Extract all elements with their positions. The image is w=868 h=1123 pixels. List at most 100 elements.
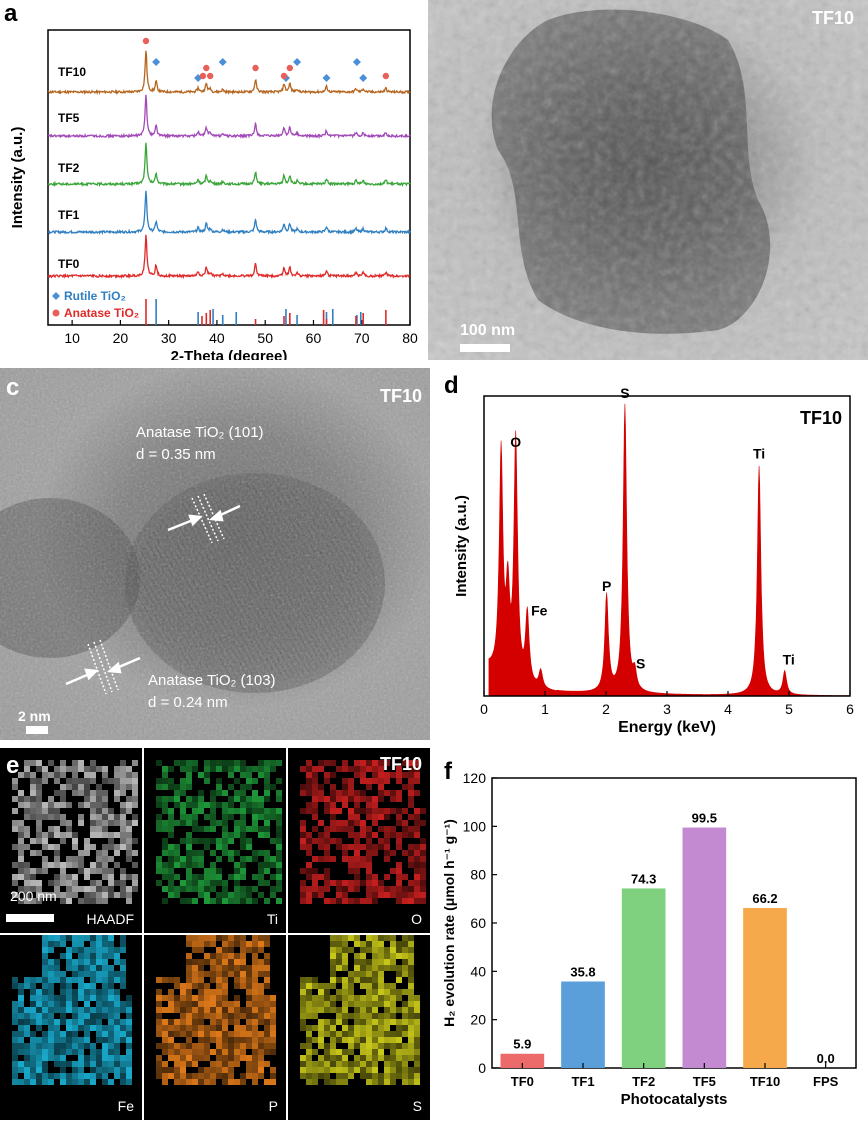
anatase-marker-6: [286, 64, 294, 72]
x-tick-label-a-2: 30: [161, 330, 177, 346]
eds-peak-label-2: P: [602, 578, 611, 594]
tem-sample-label-b: TF10: [811, 8, 854, 28]
map-pixels-haadf: [12, 760, 138, 904]
anatase-marker-7: [382, 72, 390, 80]
x-tick-label-f-tf0: TF0: [511, 1074, 534, 1089]
map-tile-label-haadf: HAADF: [86, 911, 134, 927]
x-tick-label-a-7: 80: [402, 330, 418, 346]
scale-bar-c: [26, 726, 48, 734]
rutile-marker-7: [359, 74, 368, 82]
legend-label-anatase: Anatase TiO₂: [64, 306, 139, 320]
x-tick-label-a-1: 20: [113, 330, 129, 346]
map-pixels-p: [156, 935, 276, 1085]
y-tick-label-f-1: 20: [470, 1012, 486, 1028]
bar-tf10: [743, 908, 787, 1068]
rutile-marker-0: [152, 58, 161, 66]
map-tile-label-ti: Ti: [266, 911, 278, 927]
panel-label-c: c: [6, 374, 20, 401]
series-label-tf2: TF2: [58, 161, 80, 175]
anatase-marker-2: [203, 64, 210, 72]
annotation-101-spacing: d = 0.35 nm: [136, 446, 216, 463]
map-tile-s: S: [288, 935, 430, 1120]
x-tick-label-d-2: 2: [602, 701, 610, 717]
hrtem-image-c: c TF10 Anatase TiO₂ (101) d = 0.35 nm An…: [0, 368, 430, 740]
rutile-marker-5: [322, 74, 331, 82]
panel-label-e: e: [6, 752, 20, 779]
x-tick-label-f-fps: FPS: [813, 1074, 839, 1089]
y-tick-label-f-6: 120: [463, 770, 487, 786]
bar-tf5: [682, 827, 727, 1068]
eds-peak-label-0: O: [510, 434, 521, 450]
legend-marker-rutile: [52, 292, 60, 300]
y-tick-label-f-0: 0: [478, 1060, 486, 1076]
x-tick-label-f-tf10: TF10: [750, 1074, 780, 1089]
y-tick-label-f-5: 100: [463, 818, 487, 834]
xrd-series-tf2: [47, 142, 411, 188]
bar-tf1: [561, 981, 605, 1068]
map-tile-label-fe: Fe: [117, 1098, 134, 1114]
y-tick-label-f-3: 60: [470, 915, 486, 931]
series-label-tf5: TF5: [58, 111, 80, 125]
x-tick-label-a-3: 40: [209, 330, 225, 346]
map-tile-ti: Ti: [144, 748, 286, 933]
x-axis-label-a: 2-Theta (degree): [171, 348, 288, 360]
scale-bar-label-b: 100 nm: [460, 322, 516, 339]
xrd-series-tf10: [47, 50, 411, 96]
anatase-marker-0: [142, 37, 150, 45]
anatase-marker-4: [252, 64, 259, 72]
x-tick-label-f-tf5: TF5: [693, 1074, 716, 1089]
x-tick-label-a-6: 70: [354, 330, 370, 346]
eds-chart: 0 1 2 3 4 5 6 Energy (keV) Intensity (a.u.) TF10 O…: [453, 385, 854, 736]
bar-value-label-fps: 0.0: [817, 1051, 835, 1066]
map-tile-fe: Fe: [0, 935, 142, 1120]
tem-image-b: TF10 100 nm: [428, 0, 868, 360]
y-axis-label-f: H₂ evolution rate (μmol h⁻¹ g⁻¹): [441, 819, 457, 1027]
anatase-marker-5: [280, 72, 288, 80]
annotation-101-plane: Anatase TiO₂ (101): [136, 424, 264, 441]
hrtem-sample-label-c: TF10: [379, 386, 422, 406]
x-tick-label-d-3: 3: [663, 701, 671, 717]
x-tick-label-d-0: 0: [480, 701, 488, 717]
rutile-marker-2: [218, 58, 227, 66]
x-tick-label-d-6: 6: [846, 701, 854, 717]
xrd-series-tf0: [47, 234, 411, 280]
maps-scale-bar: [6, 914, 54, 922]
y-axis-label-d: Intensity (a.u.): [453, 495, 470, 597]
eds-peak-label-1: Fe: [531, 602, 548, 618]
bar-value-label-tf10: 66.2: [752, 891, 777, 906]
eds-peak-label-4: S: [636, 655, 645, 671]
bar-value-label-tf2: 74.3: [631, 871, 656, 886]
y-tick-label-f-2: 40: [470, 963, 486, 979]
x-tick-label-d-1: 1: [541, 701, 549, 717]
scale-bar-b: [460, 344, 510, 352]
elemental-maps: e HAADF Ti O Fe P S TF10 200 nm: [0, 748, 430, 1122]
map-tile-o: O: [288, 748, 430, 933]
panel-label-a: a: [4, 0, 18, 27]
plot-frame-d: [483, 395, 851, 697]
x-tick-label-a-0: 10: [64, 330, 80, 346]
eds-peak-label-5: Ti: [753, 446, 765, 462]
legend-marker-anatase: [52, 309, 60, 317]
rutile-marker-4: [293, 58, 302, 66]
map-pixels-fe: [12, 935, 132, 1085]
xrd-chart: 10 20 30 40 50 60 70 80 2-Theta (degree) Intensit…: [9, 29, 418, 360]
bar-value-label-tf5: 99.5: [692, 811, 717, 826]
annotation-103-plane: Anatase TiO₂ (103): [148, 672, 276, 689]
map-pixels-ti: [156, 760, 282, 904]
map-tile-label-p: P: [268, 1098, 278, 1114]
annotation-103-spacing: d = 0.24 nm: [148, 694, 228, 711]
x-axis-label-d: Energy (keV): [618, 719, 716, 736]
eds-sample-label: TF10: [800, 408, 842, 428]
x-tick-label-d-5: 5: [785, 701, 793, 717]
map-tile-label-s: S: [412, 1098, 422, 1114]
maps-scale-bar-label: 200 nm: [10, 888, 57, 904]
map-tile-p: P: [144, 935, 286, 1120]
x-tick-label-a-4: 50: [257, 330, 273, 346]
hrtem-texture-c: [0, 368, 430, 740]
map-tile-haadf: HAADF: [0, 748, 142, 933]
x-tick-label-f-tf1: TF1: [571, 1074, 594, 1089]
tem-texture-b: [428, 0, 868, 360]
xrd-series-tf5: [47, 94, 411, 140]
map-pixels-s: [300, 935, 420, 1085]
plot-frame-f: [491, 777, 857, 1069]
